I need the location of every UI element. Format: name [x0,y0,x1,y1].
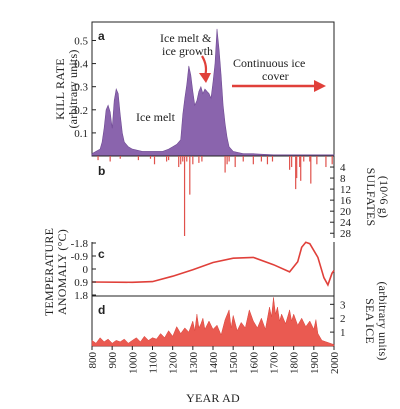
panel-c-ytick-label: -0.9 [71,251,89,263]
panel-b-ytick-label: 24 [340,217,352,229]
panel-a-ylabel: KILL RATE [53,58,67,120]
ice-melt-label: Ice melt [136,110,176,124]
panel-b-ytick-label: 20 [340,206,352,218]
sulfate-bars [97,156,333,236]
x-tick-label: 1500 [228,352,240,375]
panel-d-ytick-label: 1 [340,327,346,339]
panel-a-ytick-label: 0.2 [74,105,88,117]
panel-d-ylabel: SEA ICE [363,298,377,344]
panel-a-letter: a [98,29,105,43]
x-tick-label: 1400 [208,352,220,375]
x-tick-label: 1800 [289,352,301,375]
panel-c-yticks: -1.8-0.900.91.8 [71,238,96,302]
panel-c: c -1.8-0.900.91.8 TEMPERATURE ANOMALY (°… [42,228,335,316]
panel-a-ytick-label: 0.1 [74,128,88,140]
panel-c-ytick-label: 0 [83,264,89,276]
curved-arrow-head [199,73,211,83]
panel-b-ytick-label: 16 [340,195,352,207]
panel-d-ylabel-units: (arbitrary units) [376,281,390,360]
panel-b-ytick-label: 12 [340,184,351,196]
ice-melt-growth-label-1: Ice melt & [160,31,212,45]
panel-c-ylabel: TEMPERATURE [42,228,56,316]
sea-ice-area [91,297,335,347]
panel-c-ytick-label: 1.8 [74,290,88,302]
panel-c-ytick-label: -1.8 [71,238,89,250]
x-tick-label: 1300 [188,352,200,375]
x-tick-label: 1000 [127,352,139,375]
panel-d-letter: d [98,303,105,317]
x-tick-label: 900 [107,352,119,369]
panel-d-ytick-label: 3 [340,299,346,311]
panel-d-yticks: 1 2 3 [330,299,346,339]
x-axis: 800 900 1000 1100 1200 1300 1400 1500 1600 1700 18… [87,346,341,374]
x-tick-label: 1900 [309,352,321,375]
panel-c-ytick-label: 0.9 [74,277,88,289]
panel-c-letter: c [98,247,105,261]
x-tick-label: 1200 [168,352,180,375]
x-tick-label: 1700 [269,352,281,375]
panel-a: a 0.1 0.2 0.3 0.4 0.5 KILL RATE (arbitrary u… [53,21,335,157]
panel-d-ytick-label: 2 [340,313,346,325]
panel-a-ytick-label: 0.4 [74,59,88,71]
panel-a-ylabel-units: (arbitrary units) [66,49,80,128]
x-axis-title: YEAR AD [186,391,240,405]
continuous-ice-arrow-head [314,80,326,92]
panel-b-ylabel: SULFATES [364,168,378,227]
panel-b-ytick-label: 8 [340,173,346,185]
temperature-line [91,241,335,287]
x-tick-label: 800 [87,352,99,369]
x-tick-label: 1600 [248,352,260,375]
panel-b-letter: b [98,164,105,178]
continuous-ice-label-2: cover [262,69,289,83]
continuous-ice-label-1: Continuous ice [233,56,305,70]
panel-a-yticks: 0.1 0.2 0.3 0.4 0.5 [74,35,96,140]
panel-a-ytick-label: 0.5 [74,35,88,47]
x-tick-label: 1100 [148,352,160,374]
panel-b-ytick-label: 4 [340,162,346,174]
ice-melt-growth-label-2: ice growth [162,44,213,58]
kill-rate-area [91,28,335,157]
panel-d: d 1 2 3 SEA ICE (arbitrary units) [91,281,390,361]
panel-c-ylabel-units: ANOMALY (°C) [55,229,69,315]
panel-b-ytick-label: 28 [340,228,352,240]
panel-b-ylabel-units: (10^6 g) [377,176,391,218]
panel-a-ytick-label: 0.3 [74,82,88,94]
x-tick-label: 2000 [329,352,341,375]
